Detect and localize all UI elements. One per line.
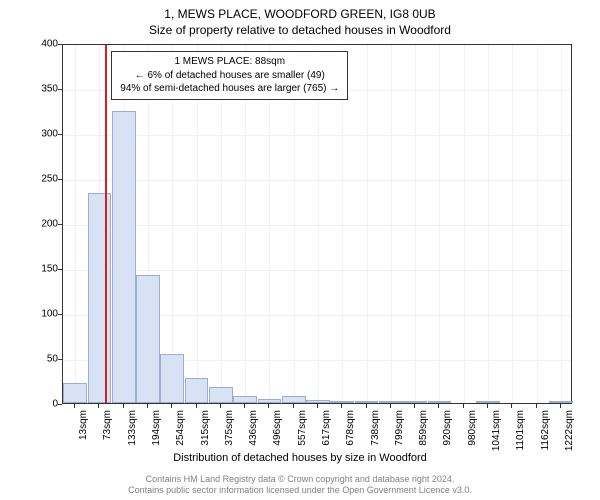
footer-line2: Contains public sector information licen…	[0, 485, 600, 496]
histogram-bar	[185, 378, 209, 403]
footer-line1: Contains HM Land Registry data © Crown c…	[0, 474, 600, 485]
xtick-mark	[98, 404, 99, 408]
xtick-mark	[220, 404, 221, 408]
xtick-mark	[487, 404, 488, 408]
ytick-mark	[58, 404, 62, 405]
gridline-v	[537, 45, 538, 403]
xtick-mark	[74, 404, 75, 408]
xtick-mark	[511, 404, 512, 408]
histogram-bar	[233, 396, 257, 403]
xtick-mark	[123, 404, 124, 408]
gridline-v	[415, 45, 416, 403]
chart-title-line1: 1, MEWS PLACE, WOODFORD GREEN, IG8 0UB	[0, 6, 600, 22]
xtick-mark	[414, 404, 415, 408]
gridline-v	[367, 45, 368, 403]
gridline-v	[488, 45, 489, 403]
callout-line1: 1 MEWS PLACE: 88sqm	[120, 55, 339, 69]
histogram-bar	[476, 401, 500, 403]
chart-title-line2: Size of property relative to detached ho…	[0, 22, 600, 38]
histogram-bar	[209, 387, 233, 403]
histogram-bar	[403, 401, 427, 403]
histogram-bar	[379, 401, 403, 403]
gridline-v	[391, 45, 392, 403]
chart-title-block: 1, MEWS PLACE, WOODFORD GREEN, IG8 0UB S…	[0, 6, 600, 38]
callout-line2: ← 6% of detached houses are smaller (49)	[120, 69, 339, 83]
gridline-v	[464, 45, 465, 403]
ytick-label: 0	[8, 399, 58, 410]
histogram-bar	[549, 401, 573, 403]
xtick-mark	[147, 404, 148, 408]
ytick-label: 300	[8, 129, 58, 140]
histogram-bar	[160, 354, 184, 404]
ytick-label: 100	[8, 309, 58, 320]
gridline-v	[512, 45, 513, 403]
xtick-mark	[366, 404, 367, 408]
xtick-mark	[463, 404, 464, 408]
xtick-mark	[171, 404, 172, 408]
histogram-bar	[355, 401, 379, 403]
histogram-bar	[306, 400, 330, 403]
histogram-bar	[258, 399, 282, 404]
histogram-bar	[63, 383, 87, 403]
xtick-mark	[293, 404, 294, 408]
histogram-bar	[112, 111, 136, 404]
xtick-mark	[244, 404, 245, 408]
xtick-mark	[390, 404, 391, 408]
ytick-label: 50	[8, 354, 58, 365]
histogram-bar	[136, 275, 160, 403]
gridline-v	[75, 45, 76, 403]
histogram-bar	[88, 193, 112, 403]
callout-box: 1 MEWS PLACE: 88sqm ← 6% of detached hou…	[111, 51, 348, 100]
xtick-mark	[268, 404, 269, 408]
plot-area: 1 MEWS PLACE: 88sqm ← 6% of detached hou…	[62, 44, 572, 404]
x-axis-label: Distribution of detached houses by size …	[0, 452, 600, 464]
property-size-chart: 1, MEWS PLACE, WOODFORD GREEN, IG8 0UB S…	[0, 0, 600, 500]
gridline-h	[63, 270, 571, 271]
xtick-mark	[196, 404, 197, 408]
ytick-label: 350	[8, 84, 58, 95]
ytick-label: 250	[8, 174, 58, 185]
ytick-label: 400	[8, 39, 58, 50]
gridline-h	[63, 135, 571, 136]
ytick-label: 150	[8, 264, 58, 275]
histogram-bar	[330, 401, 354, 403]
gridline-h	[63, 225, 571, 226]
footer: Contains HM Land Registry data © Crown c…	[0, 474, 600, 497]
gridline-h	[63, 180, 571, 181]
gridline-v	[561, 45, 562, 403]
xtick-mark	[438, 404, 439, 408]
callout-line3: 94% of semi-detached houses are larger (…	[120, 82, 339, 96]
xtick-mark	[536, 404, 537, 408]
reference-line	[105, 45, 107, 403]
ytick-label: 200	[8, 219, 58, 230]
xtick-mark	[341, 404, 342, 408]
gridline-v	[439, 45, 440, 403]
xtick-mark	[560, 404, 561, 408]
histogram-bar	[282, 396, 306, 403]
histogram-bar	[428, 401, 452, 403]
xtick-mark	[317, 404, 318, 408]
